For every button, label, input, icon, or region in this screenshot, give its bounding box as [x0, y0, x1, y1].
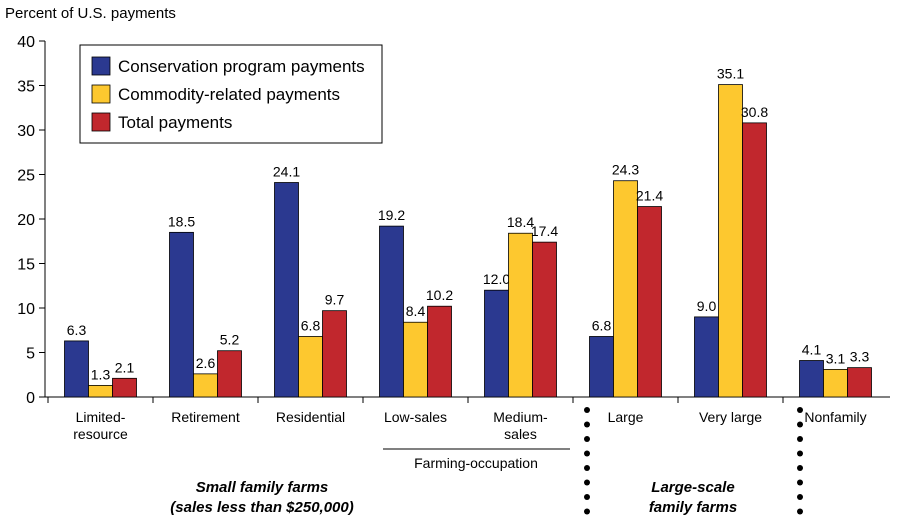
legend-label: Commodity-related payments: [118, 85, 340, 104]
separator-dot: [584, 421, 590, 428]
legend-swatch: [91, 84, 111, 104]
separator-dot: [584, 407, 590, 413]
bar: [169, 231, 194, 398]
separator-dot: [584, 450, 590, 457]
value-label: 30.8: [741, 104, 768, 120]
separator-dot: [584, 494, 590, 500]
y-tick-label: 35: [17, 79, 35, 96]
value-label: 9.0: [697, 298, 717, 314]
x-tick-label: Large: [607, 409, 644, 425]
separator-dot: [584, 436, 590, 442]
value-label: 18.5: [168, 213, 195, 229]
value-label: 12.0: [483, 271, 510, 287]
x-tick-label: Limited- resource: [73, 409, 128, 442]
value-label: 6.8: [592, 317, 612, 333]
bar: [64, 340, 89, 398]
separator-dot: [797, 407, 803, 413]
bar: [799, 360, 824, 398]
bar: [613, 180, 638, 398]
separator-dot: [797, 465, 803, 471]
bar: [403, 321, 428, 398]
x-tick-label: Retirement: [171, 409, 240, 425]
bar: [322, 310, 347, 398]
bar: [637, 206, 662, 398]
separator-dot: [797, 436, 803, 442]
value-label: 2.6: [196, 355, 216, 371]
x-tick-label: Medium- sales: [493, 409, 548, 442]
value-label: 35.1: [717, 66, 744, 82]
bar: [379, 225, 404, 398]
value-label: 18.4: [507, 214, 534, 230]
bar: [427, 305, 452, 398]
annotation: Large-scale family farms: [648, 479, 738, 516]
y-tick-label: 30: [17, 123, 35, 140]
value-label: 24.3: [612, 162, 639, 178]
bar: [589, 336, 614, 398]
x-tick-label: Nonfamily: [804, 409, 867, 425]
value-label: 24.1: [273, 164, 300, 180]
value-label: 5.2: [220, 332, 240, 348]
y-axis-label: Percent of U.S. payments: [5, 5, 176, 22]
bar: [217, 350, 242, 398]
value-label: 10.2: [426, 287, 453, 303]
separator-dot: [584, 479, 590, 486]
bar: [742, 122, 767, 398]
value-label: 2.1: [115, 359, 135, 375]
legend-label: Conservation program payments: [118, 57, 365, 76]
bar: [718, 84, 743, 398]
separator-dot: [584, 465, 590, 471]
y-tick-label: 5: [26, 346, 35, 363]
annotation: Small family farms (sales less than $250…: [170, 479, 354, 516]
separator-dot: [797, 508, 803, 515]
y-tick-label: 15: [17, 257, 35, 274]
x-tick-label: Low-sales: [383, 409, 448, 425]
y-tick-label: 25: [17, 168, 35, 185]
annotation: Farming-occupation: [414, 455, 538, 471]
value-label: 1.3: [91, 366, 111, 382]
y-tick-label: 20: [17, 212, 35, 229]
legend-box: [79, 44, 383, 144]
value-label: 6.3: [67, 322, 87, 338]
y-tick-label: 40: [17, 34, 35, 51]
value-label: 21.4: [636, 188, 663, 204]
bar: [694, 316, 719, 398]
value-label: 8.4: [406, 303, 426, 319]
value-label: 19.2: [378, 207, 405, 223]
bar: [484, 289, 509, 398]
value-label: 6.8: [301, 317, 321, 333]
legend-swatch: [91, 112, 111, 132]
bar: [298, 336, 323, 398]
y-tick-label: 0: [26, 390, 35, 407]
bar: [112, 377, 137, 398]
bar: [823, 369, 848, 398]
separator-dot: [584, 508, 590, 515]
x-tick-label: Very large: [698, 409, 763, 425]
bar: [274, 182, 299, 398]
bar: [532, 241, 557, 398]
separator-dot: [797, 421, 803, 428]
value-label: 4.1: [802, 342, 822, 358]
value-label: 17.4: [531, 223, 558, 239]
legend-swatch: [91, 56, 111, 76]
bar: [88, 385, 113, 398]
value-label: 3.3: [850, 349, 870, 365]
separator-dot: [797, 479, 803, 486]
bar: [193, 373, 218, 398]
value-label: 3.1: [826, 350, 846, 366]
legend-label: Total payments: [118, 113, 232, 132]
x-tick-label: Residential: [275, 409, 346, 425]
value-label: 9.7: [325, 292, 345, 308]
separator-dot: [797, 494, 803, 500]
bar: [847, 367, 872, 398]
y-tick-label: 10: [17, 301, 35, 318]
separator-dot: [797, 450, 803, 457]
bar: [508, 232, 533, 398]
